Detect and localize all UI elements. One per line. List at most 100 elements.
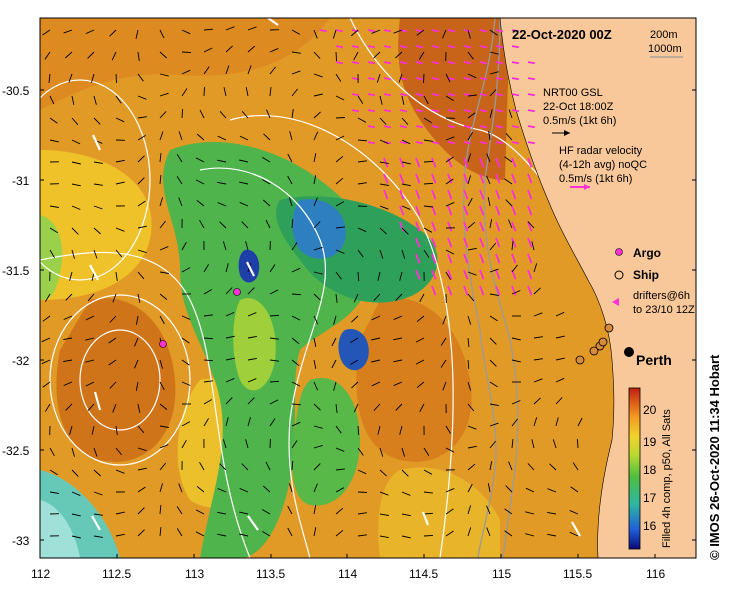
model-vector [423,469,433,475]
model-vector [357,512,367,515]
radar-vector [527,189,533,200]
model-legend: NRT00 GSL 22-Oct 18:00Z 0.5m/s (1kt 6h) [543,87,616,136]
model-vector [416,29,425,36]
model-vector [159,271,169,274]
model-vector [489,337,497,345]
radar-vector [447,157,453,168]
model-vector [44,51,51,60]
radar-vector [463,157,469,168]
model-vector [547,488,557,493]
model-vector [203,66,210,75]
model-vector [335,177,344,185]
model-vector [313,425,323,429]
radar-vector [479,189,485,200]
model-vector [555,357,565,361]
model-vector [176,506,183,515]
radar-vector [415,157,421,168]
model-vector [115,249,123,258]
model-vector [393,359,403,363]
radar-vector [511,157,517,168]
model-vector [373,403,381,411]
model-vector [71,249,75,259]
model-vector [335,226,345,229]
radar-vector [511,77,520,81]
model-vector [159,29,165,39]
model-vector [525,533,535,537]
radar-vector [511,285,517,296]
model-vector [41,337,51,343]
model-vector [115,447,123,456]
model-vector [467,445,477,449]
radar-vector [447,61,456,65]
model-vector [137,447,147,452]
radar-vector [415,125,424,129]
model-vector [467,247,477,251]
radar-vector [319,29,328,33]
x-tick-114: 114 [338,567,357,581]
model-vector [313,73,323,78]
model-vector [287,153,293,163]
model-vector [159,462,167,471]
model-vector [467,293,475,302]
model-vector [467,483,473,493]
radar-vector [495,253,501,264]
model-vector [313,337,317,347]
model-vector [291,381,301,387]
model-vector [93,491,103,496]
radar-vector [479,141,488,145]
radar-vector [495,205,501,216]
model-vector [335,468,345,471]
model-vector [467,337,470,348]
model-vector [178,483,183,493]
model-vector [442,381,447,391]
model-vector [137,177,145,185]
model-vector [401,95,405,105]
model-vector [357,139,368,142]
model-vector [552,439,557,449]
model-vector [373,51,381,59]
model-vector [71,117,79,126]
model-vector [109,29,117,37]
radar-vector [399,109,408,113]
radar-vector [511,61,520,65]
model-vector [291,267,301,273]
radar-vector [351,93,360,97]
model-vector [196,200,205,207]
model-vector [159,197,164,207]
drifter-legend-line1: drifters@6h [633,290,690,302]
model-vector [45,293,51,302]
model-vector [115,159,125,163]
model-vector [335,201,345,207]
drifter-tracks [89,18,581,537]
model-vector [239,487,249,493]
radar-vector [463,93,472,97]
radar-vector [431,173,437,184]
model-vector [247,287,255,295]
model-vector [217,511,227,515]
model-vector [379,161,389,165]
model-vector [467,221,476,229]
model-vector [137,73,144,82]
ssh-contours [40,18,591,558]
model-vector [335,507,344,515]
radar-vector [431,253,437,264]
model-vector [48,73,51,83]
model-vector [357,425,360,436]
model-legend-line2: 22-Oct 18:00Z [543,101,614,113]
model-vector [63,315,73,320]
model-vector [87,51,95,59]
radar-vector [351,29,360,33]
model-vector [533,397,541,405]
model-vector [313,271,323,275]
model-vector [137,225,147,229]
model-vector [137,529,145,537]
model-vector [533,358,543,361]
model-vector [159,153,162,163]
model-vector [331,359,337,369]
y-axis: -30.5 -31 -31.5 -32 -32.5 -33 [2,84,696,548]
model-vector [335,51,338,62]
radar-vector [495,141,504,145]
model-vector [269,399,279,405]
radar-vector [431,269,437,280]
x-tick-115: 115 [492,567,511,581]
